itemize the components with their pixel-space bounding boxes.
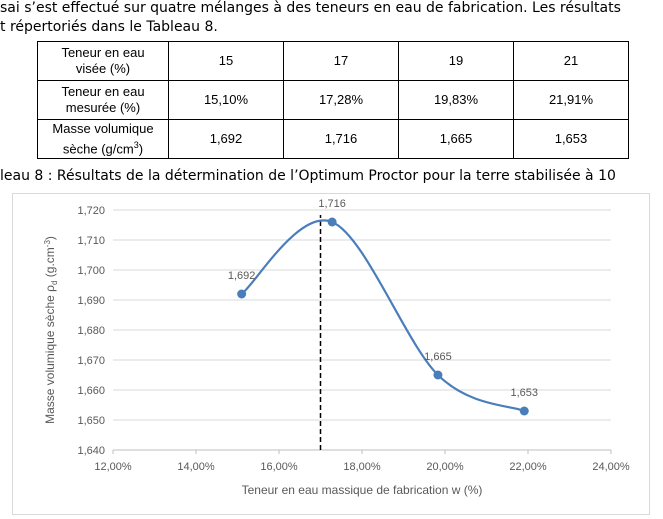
y-tick-label: 1,660 xyxy=(77,385,105,397)
y-axis-label: Masse volumique sèche ρd (g.cm-3) xyxy=(43,236,59,424)
data-label: 1,692 xyxy=(228,270,256,282)
data-label: 1,653 xyxy=(510,387,538,399)
row-label-text: Teneur en eau mesurée (%) xyxy=(61,84,145,115)
data-label: 1,665 xyxy=(424,351,452,363)
x-axis-label: Teneur en eau massique de fabrication w … xyxy=(242,483,483,497)
table-cell: 1,716 xyxy=(283,119,399,159)
table-cell: 19 xyxy=(398,41,514,81)
x-tick-label: 20,00% xyxy=(426,461,464,473)
table-row: Teneur en eau mesurée (%) 15,10% 17,28% 19,… xyxy=(37,80,629,120)
chart-frame xyxy=(12,193,650,515)
row-label-sup: 3 xyxy=(133,139,139,150)
y-axis-label-part: d xyxy=(50,281,59,285)
table-cell: 19,83% xyxy=(398,80,514,120)
row-label-text: Masse volumique sèche (g/cm xyxy=(52,120,154,157)
text-line: sai s’est effectué sur quatre mélanges à… xyxy=(0,0,621,16)
x-tick-label: 18,00% xyxy=(343,461,381,473)
table: Teneur en eau visée (%) 15 17 19 21 Teneur en… xyxy=(37,41,629,159)
y-tick-label: 1,650 xyxy=(77,415,105,427)
x-tick-label: 22,00% xyxy=(509,461,547,473)
row-label-text: Teneur en eau visée (%) xyxy=(61,45,145,76)
data-point xyxy=(433,370,443,380)
data-point xyxy=(519,406,529,416)
x-tick-label: 16,00% xyxy=(260,461,298,473)
data-label: 1,716 xyxy=(318,198,346,210)
data-line xyxy=(240,219,525,413)
y-axis-label-part: (g.cm xyxy=(43,247,57,280)
y-axis-label-part: -3 xyxy=(43,240,52,248)
data-point xyxy=(327,217,337,227)
table-row: Teneur en eau visée (%) 15 17 19 21 xyxy=(37,41,629,81)
y-tick-label: 1,720 xyxy=(77,205,105,217)
y-axis-label-part: ) xyxy=(43,236,57,240)
table-cell: 21 xyxy=(513,41,629,81)
y-tick-label: 1,670 xyxy=(77,355,105,367)
y-tick-label: 1,690 xyxy=(77,295,105,307)
table-cell: 15 xyxy=(168,41,284,81)
data-point xyxy=(237,289,247,299)
table-cell: 1,653 xyxy=(513,119,629,159)
y-tick-label: 1,700 xyxy=(77,265,105,277)
row-header: Teneur en eau mesurée (%) xyxy=(37,80,169,120)
row-label: Teneur en eau visée (%) xyxy=(49,45,157,77)
row-label: Masse volumique sèche (g/cm3) xyxy=(49,121,157,157)
text-line: t répertoriés dans le Tableau 8. xyxy=(0,19,218,35)
row-label-end: ) xyxy=(138,141,144,157)
y-tick-label: 1,640 xyxy=(77,445,105,457)
row-label: Teneur en eau mesurée (%) xyxy=(49,84,157,116)
x-tick-label: 24,00% xyxy=(592,461,630,473)
y-tick-label: 1,680 xyxy=(77,325,105,337)
row-header: Teneur en eau visée (%) xyxy=(37,41,169,81)
caption: leau 8 : Résultats de la détermination d… xyxy=(0,168,616,184)
y-tick-label: 1,710 xyxy=(77,235,105,247)
y-axis-label-part: Masse volumique sèche ρ xyxy=(43,285,57,424)
table-row: Masse volumique sèche (g/cm3) 1,692 1,716 1… xyxy=(37,119,629,159)
table-cell: 1,692 xyxy=(168,119,284,159)
table-cell: 21,91% xyxy=(513,80,629,120)
row-header: Masse volumique sèche (g/cm3) xyxy=(37,119,169,159)
table-cell: 15,10% xyxy=(168,80,284,120)
x-tick-label: 14,00% xyxy=(177,461,215,473)
x-tick-label: 12,00% xyxy=(94,461,132,473)
